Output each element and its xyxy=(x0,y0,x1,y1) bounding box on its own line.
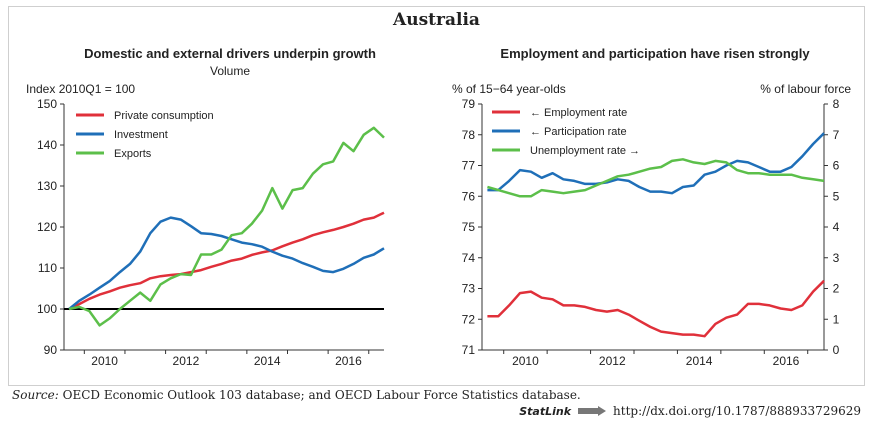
legend-label-2: ← Participation rate xyxy=(530,126,627,138)
statlink: StatLink http://dx.doi.org/10.1787/88893… xyxy=(519,404,861,418)
y-right-tick-label: 2 xyxy=(833,282,840,296)
series-line-1 xyxy=(487,279,825,338)
statlink-logo: StatLink xyxy=(519,404,572,418)
series-line-2 xyxy=(487,132,825,195)
legend-label-3: Unemployment rate → xyxy=(530,145,640,157)
x-tick-label: 2014 xyxy=(686,354,713,368)
y-right-tick-label: 3 xyxy=(833,251,840,265)
legend-label-1: ← Employment rate xyxy=(530,107,627,119)
y-tick-label: 72 xyxy=(462,312,476,326)
left-chart-y-unit: Index 2010Q1 = 100 xyxy=(26,82,136,96)
y-tick-label: 73 xyxy=(462,282,476,296)
y-tick-label: 77 xyxy=(462,159,476,173)
x-tick-label: 2016 xyxy=(335,354,362,368)
x-tick-label: 2012 xyxy=(173,354,200,368)
left-chart-title: Domestic and external drivers underpin g… xyxy=(84,46,376,61)
x-tick-label: 2014 xyxy=(254,354,281,368)
y-tick-label: 140 xyxy=(37,138,57,152)
series-line-1 xyxy=(68,211,385,311)
series-line-3 xyxy=(487,158,825,198)
page-title: Australia xyxy=(393,10,480,30)
legend-label-2: Investment xyxy=(114,129,168,141)
series-line-3 xyxy=(68,126,385,327)
y-right-tick-label: 4 xyxy=(833,220,840,234)
y-tick-label: 71 xyxy=(462,343,476,357)
y-tick-label: 120 xyxy=(37,220,57,234)
statlink-url[interactable]: http://dx.doi.org/10.1787/888933729629 xyxy=(613,404,861,418)
y-right-tick-label: 8 xyxy=(833,97,840,111)
x-tick-label: 2010 xyxy=(512,354,539,368)
y-right-tick-label: 5 xyxy=(833,189,840,203)
legend-label-1: Private consumption xyxy=(114,110,214,122)
y-right-tick-label: 0 xyxy=(833,343,840,357)
y-tick-label: 79 xyxy=(462,97,476,111)
source-label: Source: xyxy=(12,388,59,402)
source-text: OECD Economic Outlook 103 database; and … xyxy=(62,388,581,402)
y-right-tick-label: 1 xyxy=(833,312,840,326)
right-chart-y-left-unit: % of 15−64 year-olds xyxy=(452,82,566,96)
figure-frame xyxy=(8,6,865,386)
x-tick-label: 2016 xyxy=(773,354,800,368)
y-tick-label: 130 xyxy=(37,179,57,193)
y-tick-label: 78 xyxy=(462,128,476,142)
y-tick-label: 74 xyxy=(462,251,476,265)
y-tick-label: 90 xyxy=(44,343,58,357)
y-right-tick-label: 7 xyxy=(833,128,840,142)
y-tick-label: 75 xyxy=(462,220,476,234)
statlink-arrow-icon xyxy=(578,406,607,416)
legend-label-3: Exports xyxy=(114,148,152,160)
series-line-2 xyxy=(68,216,385,310)
right-chart-title: Employment and participation have risen … xyxy=(500,46,810,61)
y-tick-label: 76 xyxy=(462,189,476,203)
x-tick-label: 2010 xyxy=(91,354,118,368)
source-note: Source: OECD Economic Outlook 103 databa… xyxy=(12,388,581,402)
right-chart-y-right-unit: % of labour force xyxy=(760,82,851,96)
y-right-tick-label: 6 xyxy=(833,159,840,173)
y-tick-label: 110 xyxy=(38,261,57,275)
y-tick-label: 100 xyxy=(37,302,57,316)
left-chart-subtitle: Volume xyxy=(209,64,251,78)
y-tick-label: 150 xyxy=(37,97,57,111)
x-tick-label: 2012 xyxy=(599,354,626,368)
